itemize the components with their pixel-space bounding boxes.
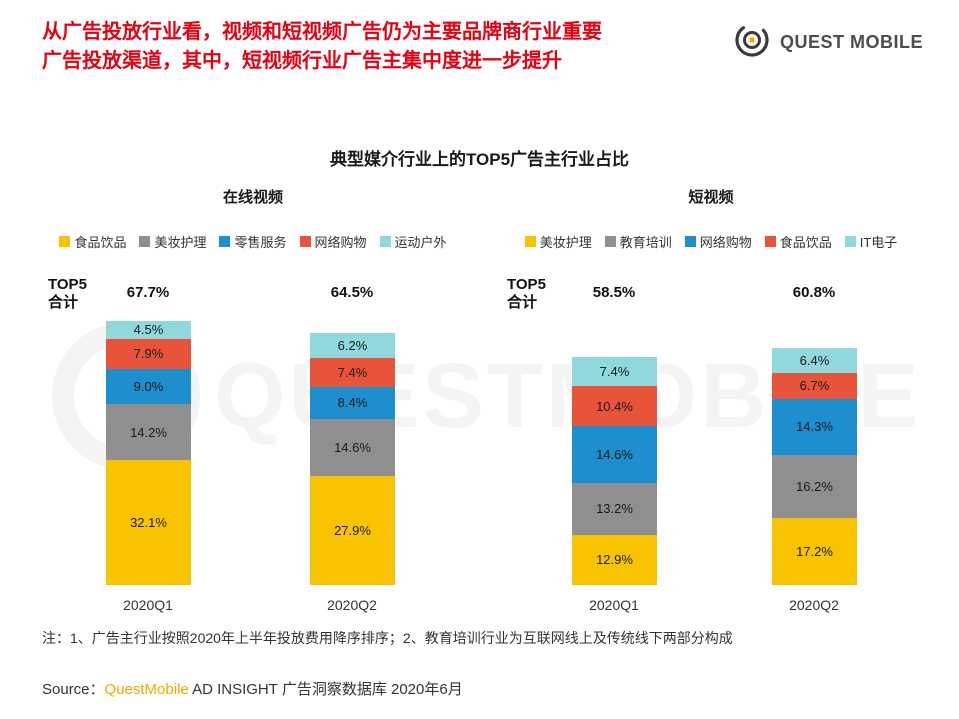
legend-item-IT电子: IT电子	[844, 232, 898, 251]
x-axis-label-2020q2: 2020Q2	[327, 597, 377, 613]
bar-segment-零售服务: 9.0%	[106, 369, 191, 405]
legend-swatch	[59, 236, 71, 247]
legend-swatch	[139, 236, 151, 247]
page-title-line2: 广告投放渠道，其中，短视频行业广告主集中度进一步提升	[42, 50, 562, 72]
source-prefix: Source：	[42, 681, 105, 698]
bar-segment-零售服务: 8.4%	[310, 386, 395, 420]
top5-label-line2: 合计	[48, 294, 79, 311]
stacked-bar-2020Q1: 12.9% 13.2% 14.6% 10.4% 7.4%	[572, 356, 657, 585]
legend-label: 美妆护理	[154, 235, 207, 250]
chart-panel-short-video: 短视频 美妆护理 教育培训 网络购物 食品饮品 IT电子 TOP5 合计 58.5% 6…	[497, 180, 925, 625]
footnote: 注：1、广告主行业按照2020年上半年投放费用降序排序；2、教育培训行业为互联网…	[42, 630, 733, 646]
legend-item-食品饮品: 食品饮品	[59, 232, 126, 251]
stacked-bar-2020Q2: 27.9% 14.6% 8.4% 7.4% 6.2%	[310, 333, 395, 585]
bar-segment-网络购物: 14.3%	[772, 398, 857, 455]
bar-segment-教育培训: 16.2%	[772, 454, 857, 518]
bar-segment-食品饮品: 27.9%	[310, 476, 395, 585]
legend-swatch	[219, 236, 231, 247]
top5-total-2020q1: 58.5%	[592, 284, 636, 301]
stacked-bar-2020Q2: 17.2% 16.2% 14.3% 6.7% 6.4%	[772, 347, 857, 585]
page-title: 从广告投放行业看，视频和短视频广告仍为主要品牌商行业重要 广告投放渠道，其中，短…	[42, 18, 602, 76]
questmobile-logo-icon	[732, 20, 772, 65]
legend-label: 食品饮品	[74, 235, 127, 250]
legend-item-美妆护理: 美妆护理	[139, 232, 206, 251]
top5-label-line1: TOP5	[507, 276, 546, 293]
bar-segment-教育培训: 13.2%	[572, 483, 657, 535]
chart-panel-online-video: 在线视频 食品饮品 美妆护理 零售服务 网络购物 运动户外 TOP5 合计 67.7% …	[38, 180, 468, 625]
bar-segment-美妆护理: 14.2%	[106, 404, 191, 460]
panel-title-online-video: 在线视频	[222, 189, 283, 206]
bar-segment-美妆护理: 12.9%	[572, 534, 657, 585]
questmobile-logo-text: QUEST MOBILE	[779, 32, 923, 52]
chart-main-title: 典型媒介行业上的TOP5广告主行业占比	[329, 150, 630, 169]
legend-swatch	[299, 236, 311, 247]
top5-total-2020q2: 60.8%	[792, 284, 836, 301]
bar-segment-美妆护理: 17.2%	[772, 517, 857, 585]
legend-label: IT电子	[859, 235, 898, 250]
top5-total-label: TOP5 合计	[48, 276, 87, 312]
bar-segment-食品饮品: 32.1%	[106, 459, 191, 585]
legend-swatch	[604, 236, 616, 247]
legend-online-video: 食品饮品 美妆护理 零售服务 网络购物 运动户外	[38, 232, 468, 251]
x-axis-label-2020q1: 2020Q1	[589, 597, 639, 613]
stacked-bar-2020Q1: 32.1% 14.2% 9.0% 7.9% 4.5%	[106, 321, 191, 585]
legend-label: 教育培训	[619, 235, 672, 250]
source-line: Source：QuestMobile AD INSIGHT 广告洞察数据库 20…	[42, 678, 463, 699]
source-brand: QuestMobile	[104, 681, 189, 698]
x-axis-label-2020q1: 2020Q1	[123, 597, 173, 613]
legend-item-食品饮品: 食品饮品	[764, 232, 832, 251]
bars-area-online-video: 32.1% 14.2% 9.0% 7.9% 4.5% 27.9% 14.6% 8.4% 7.4%…	[38, 180, 468, 625]
top5-total-2020q2: 64.5%	[330, 284, 374, 301]
top5-total-label: TOP5 合计	[507, 276, 546, 312]
bar-segment-网络购物: 7.9%	[106, 338, 191, 370]
bar-segment-IT电子: 7.4%	[572, 356, 657, 386]
bar-segment-IT电子: 6.4%	[772, 347, 857, 373]
bars-area-short-video: 12.9% 13.2% 14.6% 10.4% 7.4% 17.2% 16.2% 14.3% 6…	[497, 180, 925, 625]
x-axis-label-2020q2: 2020Q2	[789, 597, 839, 613]
legend-item-美妆护理: 美妆护理	[524, 232, 592, 251]
legend-label: 食品饮品	[779, 235, 832, 250]
top5-label-line2: 合计	[507, 294, 538, 311]
legend-swatch	[844, 236, 856, 247]
top5-total-2020q1: 67.7%	[126, 284, 170, 301]
legend-swatch	[524, 236, 536, 247]
bar-segment-运动户外: 4.5%	[106, 321, 191, 339]
legend-label: 零售服务	[234, 235, 287, 250]
bar-segment-食品饮品: 10.4%	[572, 385, 657, 427]
top5-label-line1: TOP5	[48, 276, 87, 293]
legend-swatch	[379, 236, 391, 247]
source-suffix: AD INSIGHT 广告洞察数据库 2020年6月	[188, 681, 463, 698]
bar-segment-运动户外: 6.2%	[310, 333, 395, 358]
legend-item-网络购物: 网络购物	[299, 232, 367, 251]
legend-item-网络购物: 网络购物	[684, 232, 752, 251]
page-title-line1: 从广告投放行业看，视频和短视频广告仍为主要品牌商行业重要	[42, 21, 602, 43]
legend-label: 运动户外	[394, 235, 447, 250]
bar-segment-美妆护理: 14.6%	[310, 419, 395, 477]
legend-item-零售服务: 零售服务	[219, 232, 287, 251]
legend-label: 网络购物	[699, 235, 752, 250]
bar-segment-网络购物: 14.6%	[572, 426, 657, 484]
legend-swatch	[764, 236, 776, 247]
legend-item-教育培训: 教育培训	[604, 232, 672, 251]
questmobile-logo: QUEST MOBILE	[732, 20, 923, 65]
legend-label: 美妆护理	[539, 235, 592, 250]
legend-label: 网络购物	[314, 235, 367, 250]
legend-short-video: 美妆护理 教育培训 网络购物 食品饮品 IT电子	[497, 232, 925, 251]
bar-segment-网络购物: 7.4%	[310, 357, 395, 387]
legend-swatch	[684, 236, 696, 247]
panel-title-short-video: 短视频	[688, 189, 734, 206]
bar-segment-食品饮品: 6.7%	[772, 372, 857, 399]
legend-item-运动户外: 运动户外	[379, 232, 447, 251]
